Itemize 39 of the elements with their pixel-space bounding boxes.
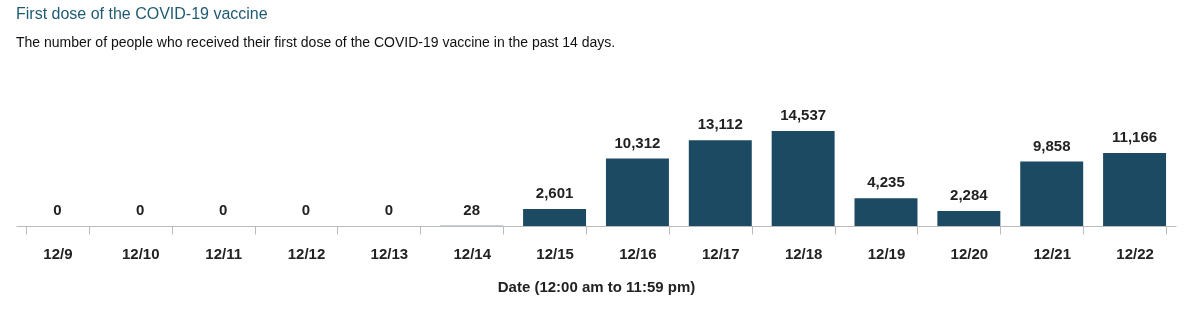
data-label: 2,284 <box>950 186 989 204</box>
x-tick-label: 12/16 <box>619 244 657 262</box>
data-label: 2,601 <box>535 184 574 201</box>
x-tick-label: 12/9 <box>43 244 73 262</box>
x-tick-label: 12/22 <box>1116 244 1154 262</box>
x-tick-label: 12/20 <box>950 244 989 262</box>
bar <box>688 140 752 226</box>
bar <box>605 158 669 226</box>
data-label: 11,166 <box>1112 128 1158 146</box>
x-axis-title: Date (12:00 am to 11:59 pm) <box>497 277 696 295</box>
bar <box>1020 161 1084 226</box>
data-label: 9,858 <box>1032 136 1071 154</box>
x-tick-label: 12/15 <box>536 244 574 262</box>
x-tick-label: 12/12 <box>287 244 326 262</box>
bar <box>771 131 835 226</box>
bar <box>937 211 1001 226</box>
data-label: 0 <box>136 201 145 218</box>
data-label: 14,537 <box>780 106 827 123</box>
x-tick-label: 12/17 <box>702 244 740 262</box>
x-tick-label: 12/11 <box>205 244 242 262</box>
data-label: 0 <box>301 201 311 218</box>
data-label: 0 <box>384 201 394 218</box>
x-tick-label: 12/14 <box>453 244 492 262</box>
x-tick-label: 12/10 <box>122 244 160 262</box>
x-tick-label: 12/13 <box>370 244 409 262</box>
bar <box>523 209 587 226</box>
data-label: 28 <box>463 200 481 218</box>
chart-title: First dose of the COVID-19 vaccine <box>16 5 268 22</box>
data-label: 13,112 <box>697 115 743 133</box>
chart-subtitle: The number of people who received their first dose of the COVID-19 vaccine in the past 14 days. <box>16 34 616 50</box>
x-tick-label: 12/19 <box>867 244 906 262</box>
x-tick-label: 12/18 <box>784 244 823 262</box>
x-tick-label: 12/21 <box>1033 244 1071 262</box>
data-label: 0 <box>218 201 228 218</box>
bar <box>854 198 918 226</box>
data-label: 10,312 <box>614 133 661 151</box>
data-label: 0 <box>53 201 62 218</box>
data-label: 4,235 <box>867 173 905 191</box>
bar <box>1103 153 1167 226</box>
